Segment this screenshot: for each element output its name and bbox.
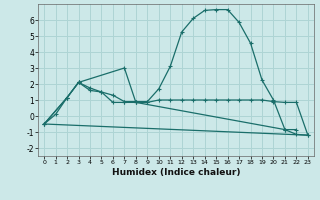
X-axis label: Humidex (Indice chaleur): Humidex (Indice chaleur) [112, 168, 240, 177]
